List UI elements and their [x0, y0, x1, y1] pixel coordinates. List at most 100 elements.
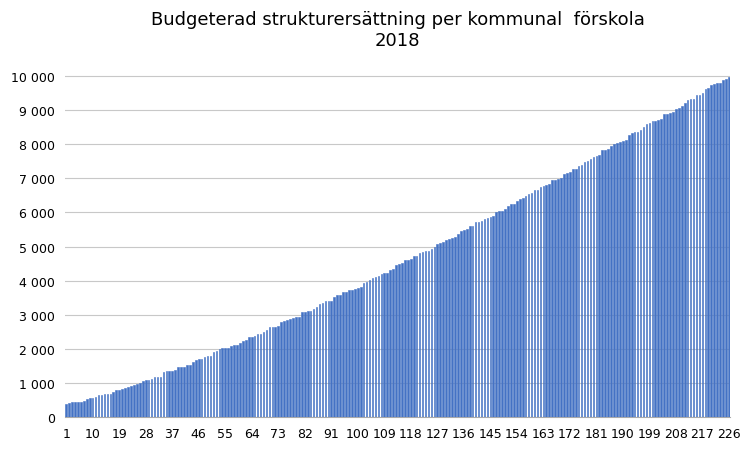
Bar [534, 191, 535, 417]
Bar [339, 295, 341, 417]
Bar [183, 367, 185, 417]
Bar [162, 372, 164, 417]
Bar [248, 338, 250, 417]
Bar [575, 170, 577, 417]
Bar [174, 370, 176, 417]
Bar [213, 352, 214, 417]
Bar [416, 256, 417, 417]
Bar [419, 253, 420, 417]
Bar [448, 239, 450, 417]
Bar [328, 301, 329, 417]
Bar [654, 121, 656, 417]
Bar [345, 292, 347, 417]
Bar [466, 229, 468, 417]
Bar [410, 260, 411, 417]
Bar [98, 396, 99, 417]
Bar [502, 212, 503, 417]
Bar [560, 179, 562, 417]
Bar [381, 274, 382, 417]
Bar [719, 84, 721, 417]
Bar [475, 223, 477, 417]
Bar [407, 261, 408, 417]
Bar [657, 121, 659, 417]
Bar [257, 335, 259, 417]
Bar [507, 206, 509, 417]
Bar [422, 252, 423, 417]
Bar [210, 356, 211, 417]
Bar [442, 242, 444, 417]
Bar [619, 143, 620, 417]
Bar [365, 283, 368, 417]
Bar [660, 120, 662, 417]
Bar [357, 288, 359, 417]
Bar [393, 270, 394, 417]
Bar [563, 175, 565, 417]
Bar [705, 90, 706, 417]
Bar [156, 377, 159, 417]
Bar [696, 96, 697, 417]
Bar [572, 170, 574, 417]
Bar [224, 348, 226, 417]
Bar [522, 198, 523, 417]
Bar [451, 239, 453, 417]
Bar [663, 115, 665, 417]
Bar [528, 194, 529, 417]
Bar [631, 134, 632, 417]
Bar [542, 186, 544, 417]
Bar [110, 394, 111, 417]
Bar [525, 196, 526, 417]
Bar [484, 220, 485, 417]
Bar [280, 322, 282, 417]
Bar [74, 402, 76, 417]
Bar [330, 301, 332, 417]
Bar [86, 399, 88, 417]
Bar [68, 403, 70, 417]
Bar [540, 188, 541, 417]
Bar [554, 180, 556, 417]
Bar [439, 244, 441, 417]
Bar [404, 261, 406, 417]
Bar [130, 387, 132, 417]
Bar [265, 331, 267, 417]
Bar [557, 179, 559, 417]
Bar [717, 84, 718, 417]
Bar [434, 247, 435, 417]
Bar [83, 401, 85, 417]
Bar [290, 320, 291, 417]
Bar [714, 85, 715, 417]
Bar [505, 209, 506, 417]
Bar [611, 147, 612, 417]
Bar [519, 199, 520, 417]
Bar [587, 162, 588, 417]
Bar [634, 133, 635, 417]
Bar [616, 144, 618, 417]
Bar [242, 341, 244, 417]
Bar [251, 337, 253, 417]
Bar [310, 312, 311, 417]
Bar [77, 402, 79, 417]
Bar [351, 290, 353, 417]
Bar [431, 249, 432, 417]
Bar [277, 327, 279, 417]
Bar [159, 377, 161, 417]
Bar [127, 387, 129, 417]
Bar [333, 297, 335, 417]
Bar [80, 402, 82, 417]
Bar [316, 308, 317, 417]
Bar [118, 390, 120, 417]
Bar [390, 271, 391, 417]
Bar [348, 291, 350, 417]
Bar [599, 156, 600, 417]
Bar [728, 78, 729, 417]
Bar [342, 293, 344, 417]
Bar [481, 221, 482, 417]
Bar [622, 142, 623, 417]
Bar [113, 392, 114, 417]
Bar [672, 112, 674, 417]
Bar [136, 384, 138, 417]
Bar [496, 213, 497, 417]
Bar [625, 141, 626, 417]
Bar [425, 252, 426, 417]
Bar [336, 296, 338, 417]
Bar [378, 276, 379, 417]
